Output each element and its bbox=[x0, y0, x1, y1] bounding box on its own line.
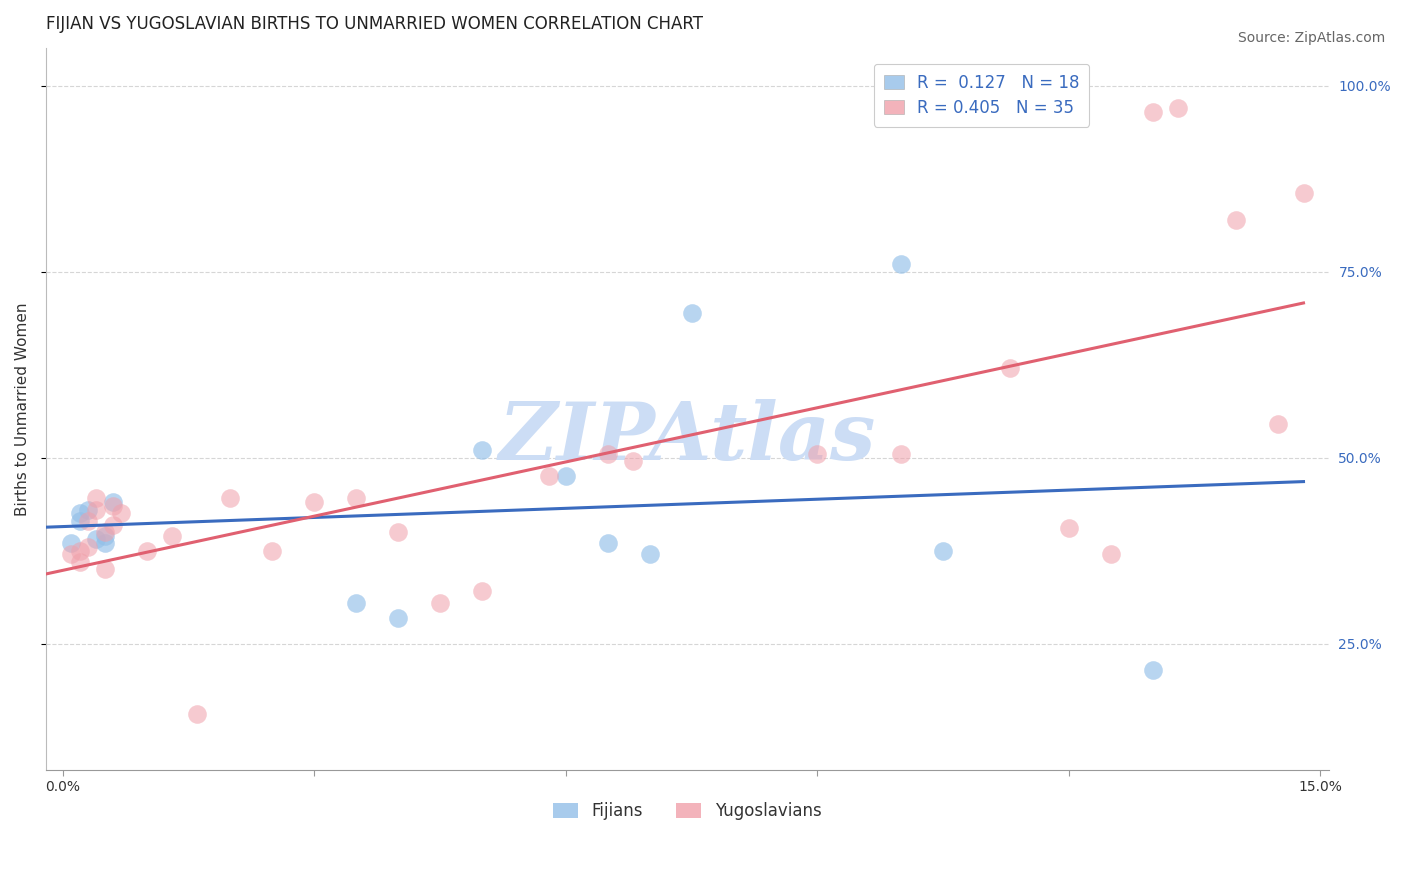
Point bbox=[429, 596, 451, 610]
Point bbox=[219, 491, 242, 506]
Point bbox=[1099, 547, 1122, 561]
Point bbox=[1142, 104, 1164, 119]
Point bbox=[932, 543, 955, 558]
Point bbox=[596, 536, 619, 550]
Point bbox=[84, 533, 107, 547]
Point bbox=[638, 547, 661, 561]
Point bbox=[69, 543, 91, 558]
Point bbox=[890, 257, 912, 271]
Point bbox=[1267, 417, 1289, 431]
Point bbox=[1225, 212, 1247, 227]
Point bbox=[60, 547, 83, 561]
Y-axis label: Births to Unmarried Women: Births to Unmarried Women bbox=[15, 302, 30, 516]
Point bbox=[69, 507, 91, 521]
Point bbox=[84, 491, 107, 506]
Point bbox=[387, 610, 409, 624]
Point bbox=[1292, 186, 1315, 201]
Point bbox=[93, 536, 115, 550]
Point bbox=[1167, 101, 1189, 115]
Point bbox=[60, 536, 83, 550]
Point bbox=[77, 502, 100, 516]
Legend: Fijians, Yugoslavians: Fijians, Yugoslavians bbox=[547, 796, 828, 827]
Point bbox=[806, 447, 828, 461]
Point bbox=[93, 524, 115, 539]
Text: ZIPAtlas: ZIPAtlas bbox=[499, 400, 876, 477]
Point bbox=[93, 562, 115, 576]
Point bbox=[998, 361, 1021, 376]
Point bbox=[93, 529, 115, 543]
Point bbox=[101, 499, 124, 513]
Point bbox=[84, 502, 107, 516]
Point bbox=[890, 447, 912, 461]
Point bbox=[110, 507, 132, 521]
Point bbox=[471, 443, 494, 458]
Point bbox=[387, 524, 409, 539]
Point bbox=[135, 543, 157, 558]
Point bbox=[101, 517, 124, 532]
Point bbox=[1057, 521, 1080, 535]
Point bbox=[304, 495, 326, 509]
Text: FIJIAN VS YUGOSLAVIAN BIRTHS TO UNMARRIED WOMEN CORRELATION CHART: FIJIAN VS YUGOSLAVIAN BIRTHS TO UNMARRIE… bbox=[46, 15, 703, 33]
Point bbox=[596, 447, 619, 461]
Point bbox=[681, 305, 703, 319]
Point bbox=[160, 529, 183, 543]
Text: Source: ZipAtlas.com: Source: ZipAtlas.com bbox=[1237, 31, 1385, 45]
Point bbox=[69, 555, 91, 569]
Point bbox=[77, 514, 100, 528]
Point bbox=[344, 491, 367, 506]
Point bbox=[471, 584, 494, 599]
Point bbox=[1142, 663, 1164, 677]
Point bbox=[262, 543, 284, 558]
Point bbox=[186, 707, 208, 722]
Point bbox=[554, 469, 576, 483]
Point bbox=[101, 495, 124, 509]
Point bbox=[621, 454, 644, 468]
Point bbox=[69, 514, 91, 528]
Point bbox=[77, 540, 100, 554]
Point bbox=[537, 469, 560, 483]
Point bbox=[344, 596, 367, 610]
